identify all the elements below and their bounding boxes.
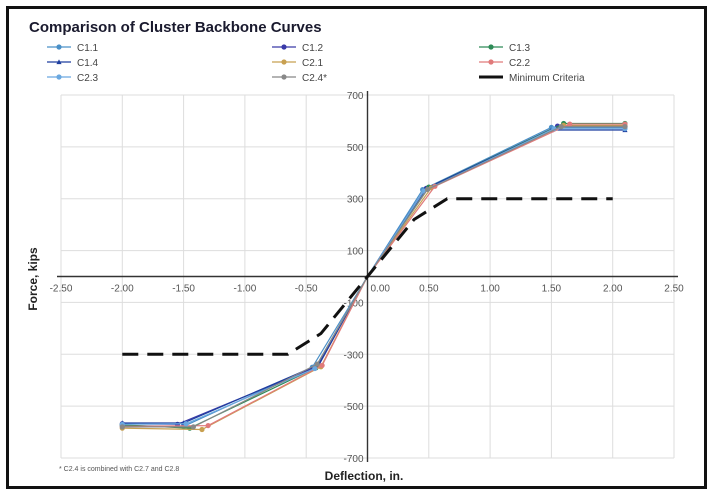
legend-swatch-marker <box>281 59 287 65</box>
legend-swatch-marker <box>56 44 62 50</box>
legend-item: C1.3 <box>479 43 531 54</box>
legend-swatch-marker <box>488 44 494 50</box>
data-point <box>205 422 211 429</box>
chart-frame: -2.50 -2.00 -1.50 -1.00 -0.50 0.50 1.00 1.50 2.0… <box>6 6 707 489</box>
legend-swatch-marker <box>488 59 494 65</box>
legend-item: C2.2 <box>479 58 531 69</box>
legend-label: C1.2 <box>302 43 324 54</box>
y-tick-label: -700 <box>343 454 363 465</box>
x-tick-label: -2.00 <box>111 284 134 295</box>
legend-item: C1.2 <box>272 43 324 54</box>
legend-item: C1.4 <box>47 58 99 69</box>
x-tick-label: 1.50 <box>542 284 562 295</box>
minimum-criteria-path <box>122 197 613 356</box>
legend-label: Minimum Criteria <box>509 73 585 84</box>
legend-label: C2.3 <box>77 73 99 84</box>
data-point <box>199 426 205 433</box>
legend-item: C2.4* <box>272 73 327 84</box>
footnote: * C2.4 is combined with C2.7 and C2.8 <box>59 466 179 473</box>
y-tick-label: -500 <box>343 402 363 413</box>
y-tick-label: 700 <box>347 91 364 102</box>
legend-label: C1.3 <box>509 43 531 54</box>
data-point <box>190 424 197 430</box>
data-point <box>119 424 125 430</box>
data-point <box>183 421 189 427</box>
legend-swatch-marker <box>281 74 287 80</box>
x-tick-label: 0.00 <box>371 284 391 295</box>
y-tick-label: 500 <box>347 143 364 154</box>
backbone-chart: -2.50 -2.00 -1.50 -1.00 -0.50 0.50 1.00 1.50 2.0… <box>26 19 685 483</box>
x-axis-label: Deflection, in. <box>325 469 404 483</box>
y-tick-label: -300 <box>343 350 363 361</box>
legend-label: C1.4 <box>77 58 99 69</box>
data-point <box>312 365 318 372</box>
legend-label: C2.1 <box>302 58 324 69</box>
x-tick-label: -2.50 <box>50 284 73 295</box>
legend-swatch-marker <box>56 74 62 80</box>
series-line <box>122 124 625 431</box>
x-tick-label: 2.00 <box>603 284 623 295</box>
legend-swatch-marker <box>56 59 62 65</box>
data-point <box>314 361 320 367</box>
x-tick-label: 1.00 <box>480 284 500 295</box>
data-point <box>558 124 564 130</box>
legend-item: C2.1 <box>272 58 324 69</box>
chart-title: Comparison of Cluster Backbone Curves <box>29 19 322 36</box>
y-axis-label: Force, kips <box>26 247 40 311</box>
legend: C1.1 C1.2 C1.3 C1.4 C2.1 C2.2 C2.3 C2.4* Minimum… <box>47 43 585 84</box>
x-tick-label: 2.50 <box>664 284 684 295</box>
x-tick-label: -1.00 <box>234 284 257 295</box>
legend-item: C1.1 <box>47 43 99 54</box>
data-point <box>567 121 573 127</box>
data-point <box>622 124 628 130</box>
series-line <box>122 125 625 425</box>
x-tick-label: -0.50 <box>295 284 318 295</box>
y-tick-label: 300 <box>347 195 364 206</box>
legend-item: C2.3 <box>47 73 99 84</box>
legend-label: C2.2 <box>509 58 531 69</box>
minimum-criteria-line <box>122 197 613 356</box>
legend-swatch-marker <box>281 44 287 50</box>
series-line <box>122 123 625 427</box>
data-point <box>319 362 325 369</box>
tick-labels: -2.50 -2.00 -1.50 -1.00 -0.50 0.50 1.00 1.50 2.0… <box>50 91 685 465</box>
legend-label: C1.1 <box>77 43 99 54</box>
legend-label: C2.4* <box>302 73 327 84</box>
x-tick-label: -1.50 <box>172 284 195 295</box>
x-tick-label: 0.50 <box>419 284 439 295</box>
data-point <box>424 186 431 192</box>
legend-item-minimum-criteria: Minimum Criteria <box>479 73 585 84</box>
y-tick-label: 100 <box>347 247 364 258</box>
